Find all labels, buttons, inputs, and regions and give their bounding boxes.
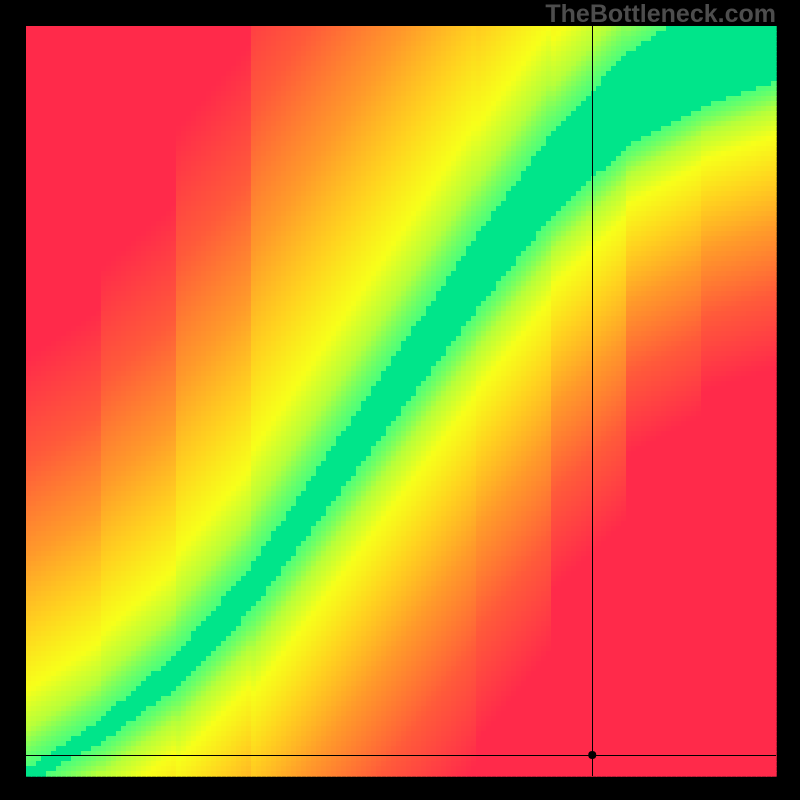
chart-container: TheBottleneck.com [0, 0, 800, 800]
watermark-text: TheBottleneck.com [545, 0, 776, 29]
bottleneck-heatmap [0, 0, 800, 800]
